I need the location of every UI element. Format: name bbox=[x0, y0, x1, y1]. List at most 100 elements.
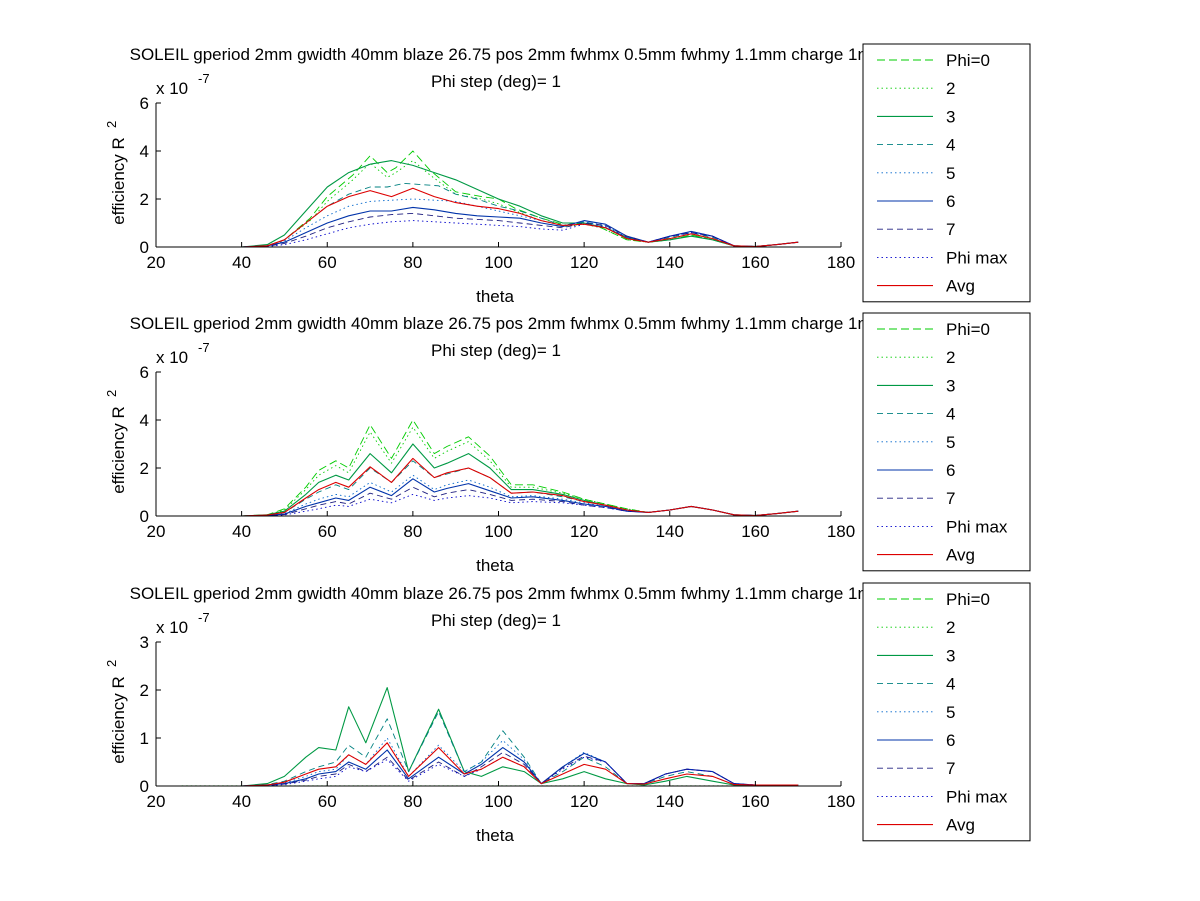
series-line-9 bbox=[181, 742, 799, 786]
series-line-2 bbox=[181, 160, 799, 247]
x-axis-label: theta bbox=[476, 826, 514, 845]
y-scale-exponent: -7 bbox=[198, 71, 210, 86]
x-tick-label: 180 bbox=[827, 522, 855, 541]
series-line-8 bbox=[181, 220, 799, 247]
x-tick-label: 180 bbox=[827, 253, 855, 272]
legend-label-4: 4 bbox=[946, 675, 955, 694]
legend-label-4: 4 bbox=[946, 136, 955, 155]
series-line-4 bbox=[181, 182, 799, 247]
x-axis-label: theta bbox=[476, 287, 514, 306]
legend-label-5: 5 bbox=[946, 164, 955, 183]
x-tick-label: 180 bbox=[827, 792, 855, 811]
legend: Phi=0 2 3 4 5 6 7 Phi max Avg bbox=[862, 582, 1031, 842]
x-tick-label: 60 bbox=[318, 522, 337, 541]
series-line-9 bbox=[181, 457, 799, 516]
x-tick-label: 60 bbox=[318, 792, 337, 811]
legend-label-1: Phi=0 bbox=[946, 590, 990, 609]
y-tick-label: 2 bbox=[140, 459, 149, 478]
x-tick-label: 40 bbox=[232, 522, 251, 541]
chart-subtitle: Phi step (deg)= 1 bbox=[431, 72, 561, 91]
x-tick-label: 20 bbox=[147, 792, 166, 811]
series-group bbox=[181, 150, 799, 247]
chart-subtitle: Phi step (deg)= 1 bbox=[431, 611, 561, 630]
legend-label-8: Phi max bbox=[946, 517, 1008, 536]
x-tick-label: 20 bbox=[147, 253, 166, 272]
x-tick-label: 160 bbox=[741, 522, 769, 541]
legend-label-9: Avg bbox=[946, 816, 975, 835]
y-axis-label-group: efficiency R 2 bbox=[104, 121, 128, 225]
chart-title: SOLEIL gperiod 2mm gwidth 40mm blaze 26.… bbox=[130, 45, 963, 64]
x-tick-label: 140 bbox=[656, 792, 684, 811]
x-tick-label: 140 bbox=[656, 253, 684, 272]
x-tick-label: 60 bbox=[318, 253, 337, 272]
y-scale-exponent: -7 bbox=[198, 340, 210, 355]
legend-label-5: 5 bbox=[946, 703, 955, 722]
legend-label-7: 7 bbox=[946, 759, 955, 778]
chart-panel-2: SOLEIL gperiod 2mm gwidth 40mm blaze 26.… bbox=[104, 312, 1031, 575]
legend-label-6: 6 bbox=[946, 731, 955, 750]
y-axis-label-exponent: 2 bbox=[104, 390, 119, 397]
y-axis-label: efficiency R bbox=[109, 406, 128, 494]
x-tick-label: 100 bbox=[484, 253, 512, 272]
y-tick-label: 0 bbox=[140, 777, 149, 796]
x-tick-label: 140 bbox=[656, 522, 684, 541]
legend: Phi=0 2 3 4 5 6 7 Phi max Avg bbox=[862, 43, 1031, 303]
chart-panel-3: SOLEIL gperiod 2mm gwidth 40mm blaze 26.… bbox=[104, 582, 1031, 845]
legend-label-3: 3 bbox=[946, 107, 955, 126]
y-scale-label: x 10 bbox=[156, 79, 188, 98]
x-tick-label: 100 bbox=[484, 522, 512, 541]
y-axis-label: efficiency R bbox=[109, 676, 128, 764]
series-line-4 bbox=[181, 711, 799, 786]
y-tick-label: 1 bbox=[140, 729, 149, 748]
legend-label-6: 6 bbox=[946, 192, 955, 211]
legend-label-2: 2 bbox=[946, 618, 955, 637]
x-tick-label: 160 bbox=[741, 792, 769, 811]
legend-label-2: 2 bbox=[946, 79, 955, 98]
series-line-7 bbox=[181, 212, 799, 247]
x-tick-label: 120 bbox=[570, 253, 598, 272]
x-tick-label: 40 bbox=[232, 792, 251, 811]
x-tick-label: 120 bbox=[570, 792, 598, 811]
x-tick-label: 20 bbox=[147, 522, 166, 541]
x-tick-label: 80 bbox=[403, 792, 422, 811]
y-axis-label-exponent: 2 bbox=[104, 121, 119, 128]
y-tick-label: 2 bbox=[140, 681, 149, 700]
y-scale-exponent: -7 bbox=[198, 610, 210, 625]
legend-label-1: Phi=0 bbox=[946, 51, 990, 70]
series-line-6 bbox=[181, 206, 799, 247]
series-line-9 bbox=[181, 187, 799, 247]
legend-label-7: 7 bbox=[946, 489, 955, 508]
panels-container: SOLEIL gperiod 2mm gwidth 40mm blaze 26.… bbox=[104, 43, 1031, 845]
y-axis-label: efficiency R bbox=[109, 137, 128, 225]
x-tick-label: 80 bbox=[403, 522, 422, 541]
series-line-5 bbox=[181, 474, 799, 516]
legend-label-8: Phi max bbox=[946, 248, 1008, 267]
y-tick-label: 0 bbox=[140, 238, 149, 257]
series-group bbox=[181, 419, 799, 516]
y-tick-label: 2 bbox=[140, 190, 149, 209]
legend-label-5: 5 bbox=[946, 433, 955, 452]
chart-title: SOLEIL gperiod 2mm gwidth 40mm blaze 26.… bbox=[130, 584, 963, 603]
legend-label-9: Avg bbox=[946, 546, 975, 565]
x-tick-label: 80 bbox=[403, 253, 422, 272]
y-tick-label: 4 bbox=[140, 411, 149, 430]
legend-label-8: Phi max bbox=[946, 787, 1008, 806]
series-line-7 bbox=[181, 751, 799, 786]
x-tick-label: 100 bbox=[484, 792, 512, 811]
legend: Phi=0 2 3 4 5 6 7 Phi max Avg bbox=[862, 312, 1031, 572]
legend-label-7: 7 bbox=[946, 220, 955, 239]
x-tick-label: 120 bbox=[570, 522, 598, 541]
legend-label-3: 3 bbox=[946, 646, 955, 665]
chart-panel-1: SOLEIL gperiod 2mm gwidth 40mm blaze 26.… bbox=[104, 43, 1031, 306]
legend-label-6: 6 bbox=[946, 461, 955, 480]
y-axis-label-group: efficiency R 2 bbox=[104, 660, 128, 764]
y-tick-label: 3 bbox=[140, 633, 149, 652]
y-axis-label-exponent: 2 bbox=[104, 660, 119, 667]
chart-subtitle: Phi step (deg)= 1 bbox=[431, 341, 561, 360]
legend-label-4: 4 bbox=[946, 405, 955, 424]
y-tick-label: 4 bbox=[140, 142, 149, 161]
legend-label-3: 3 bbox=[946, 376, 955, 395]
legend-label-2: 2 bbox=[946, 348, 955, 367]
y-tick-label: 6 bbox=[140, 94, 149, 113]
